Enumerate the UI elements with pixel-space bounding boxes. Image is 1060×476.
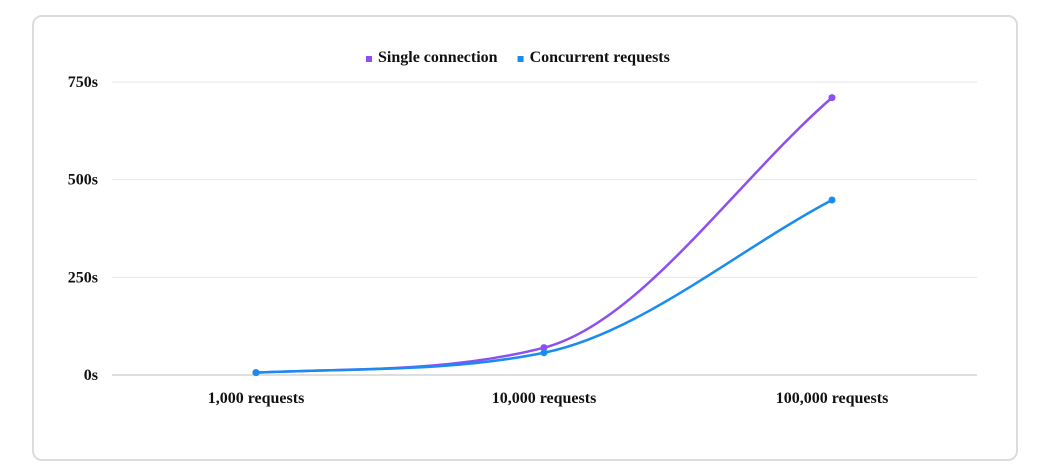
series-group <box>252 94 836 377</box>
x-tick-label: 10,000 requests <box>492 390 597 407</box>
x-tick-label: 100,000 requests <box>776 390 889 407</box>
y-tick-label: 750s <box>68 74 98 91</box>
series-line-single-connection <box>255 96 833 374</box>
legend-swatch-concurrent-requests <box>517 56 524 62</box>
x-tick-label: 1,000 requests <box>208 390 305 407</box>
legend-swatch-single-connection <box>366 56 372 62</box>
legend-label-single-connection[interactable]: Single connection <box>378 49 498 66</box>
data-point-single-connection[interactable] <box>828 94 836 102</box>
data-point-concurrent-requests[interactable] <box>828 196 836 204</box>
data-point-concurrent-requests[interactable] <box>540 349 548 357</box>
data-point-single-connection[interactable] <box>540 344 548 352</box>
chart-card <box>32 15 1018 461</box>
y-tick-label: 0s <box>84 367 98 384</box>
data-point-concurrent-requests[interactable] <box>252 369 260 377</box>
grid-lines <box>112 81 977 376</box>
y-axis: 0s 250s 500s 750s <box>68 74 98 384</box>
y-tick-label: 500s <box>68 172 98 189</box>
y-tick-label: 250s <box>68 269 98 286</box>
legend: Single connection Concurrent requests <box>366 49 670 66</box>
x-axis: 1,000 requests 10,000 requests 100,000 req… <box>208 390 889 407</box>
legend-label-concurrent-requests[interactable]: Concurrent requests <box>530 49 670 66</box>
